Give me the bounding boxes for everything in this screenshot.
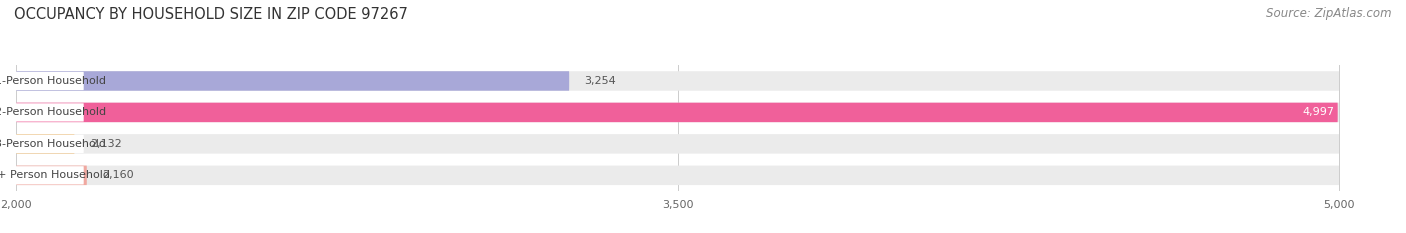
Text: 4+ Person Household: 4+ Person Household <box>0 170 111 180</box>
Text: 3,254: 3,254 <box>585 76 616 86</box>
FancyBboxPatch shape <box>17 103 1339 122</box>
Text: 4,997: 4,997 <box>1302 107 1334 117</box>
Text: 3-Person Household: 3-Person Household <box>0 139 105 149</box>
FancyBboxPatch shape <box>17 134 75 154</box>
Text: Source: ZipAtlas.com: Source: ZipAtlas.com <box>1267 7 1392 20</box>
Text: 2,160: 2,160 <box>103 170 134 180</box>
FancyBboxPatch shape <box>17 166 1339 185</box>
FancyBboxPatch shape <box>17 134 1339 154</box>
Text: 2-Person Household: 2-Person Household <box>0 107 105 117</box>
FancyBboxPatch shape <box>15 103 84 122</box>
FancyBboxPatch shape <box>17 71 569 91</box>
FancyBboxPatch shape <box>17 166 87 185</box>
FancyBboxPatch shape <box>15 166 84 185</box>
FancyBboxPatch shape <box>15 72 84 90</box>
Text: 1-Person Household: 1-Person Household <box>0 76 105 86</box>
FancyBboxPatch shape <box>15 135 84 153</box>
FancyBboxPatch shape <box>17 103 1337 122</box>
Text: OCCUPANCY BY HOUSEHOLD SIZE IN ZIP CODE 97267: OCCUPANCY BY HOUSEHOLD SIZE IN ZIP CODE … <box>14 7 408 22</box>
FancyBboxPatch shape <box>17 71 1339 91</box>
Text: 2,132: 2,132 <box>90 139 122 149</box>
